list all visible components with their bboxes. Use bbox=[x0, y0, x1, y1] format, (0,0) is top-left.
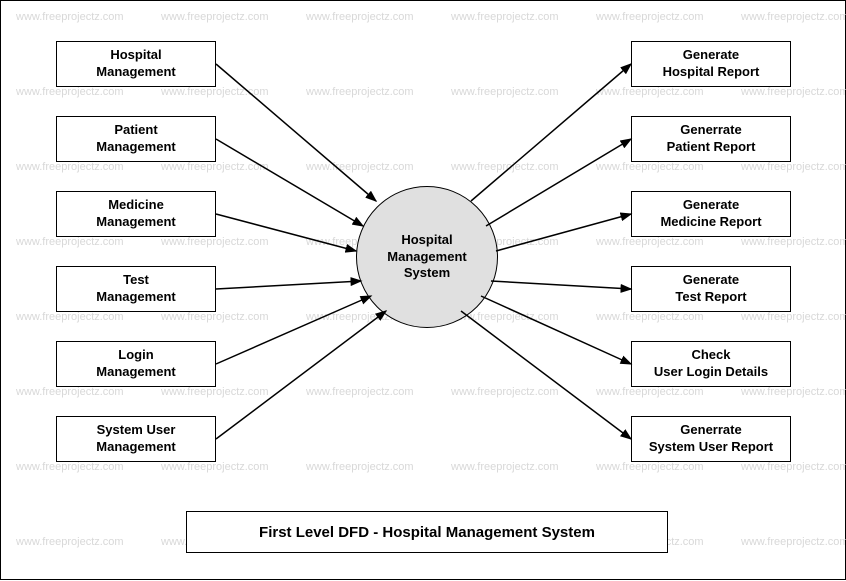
right-box-3: GenerateTest Report bbox=[631, 266, 791, 312]
left-box-1: PatientManagement bbox=[56, 116, 216, 162]
center-process: HospitalManagementSystem bbox=[356, 186, 498, 328]
left-box-4: LoginManagement bbox=[56, 341, 216, 387]
left-box-2: MedicineManagement bbox=[56, 191, 216, 237]
right-box-1: GenerratePatient Report bbox=[631, 116, 791, 162]
right-box-2: GenerateMedicine Report bbox=[631, 191, 791, 237]
left-box-0: HospitalManagement bbox=[56, 41, 216, 87]
right-box-4: CheckUser Login Details bbox=[631, 341, 791, 387]
left-box-5: System UserManagement bbox=[56, 416, 216, 462]
right-box-0: GenerateHospital Report bbox=[631, 41, 791, 87]
left-box-3: TestManagement bbox=[56, 266, 216, 312]
right-box-5: GenerrateSystem User Report bbox=[631, 416, 791, 462]
diagram-title: First Level DFD - Hospital Management Sy… bbox=[186, 511, 668, 553]
